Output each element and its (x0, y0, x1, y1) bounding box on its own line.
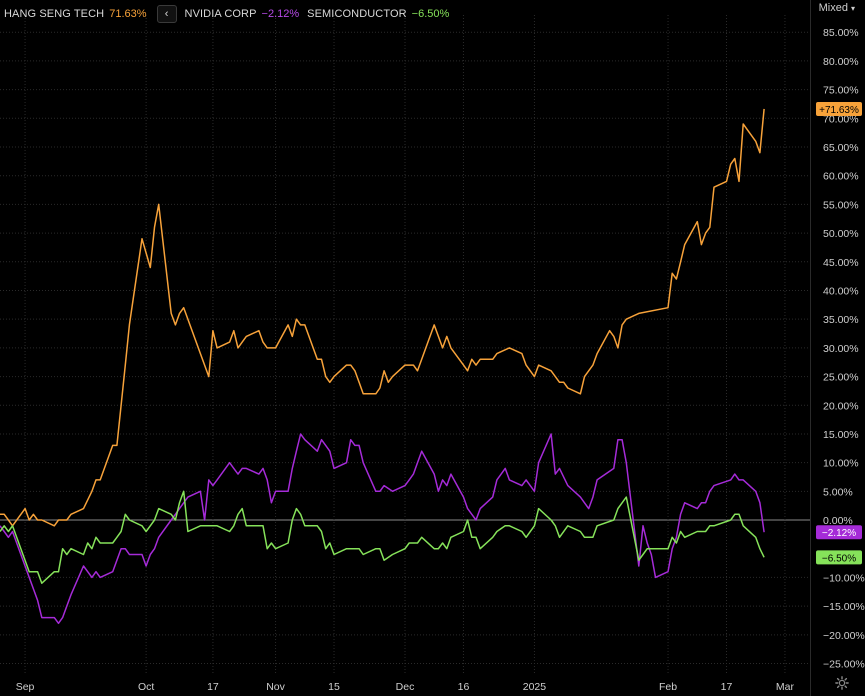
chart-legend: HANG SENG TECH 71.63% ‹ NVIDIA CORP −2.1… (4, 5, 449, 23)
chart-grid (0, 0, 811, 696)
y-tick-label: 60.00% (823, 171, 859, 183)
y-tick-label: 25.00% (823, 372, 859, 384)
x-tick-label: Feb (659, 681, 677, 693)
series-lines (0, 108, 765, 625)
series-end-label: −2.12% (816, 525, 862, 540)
x-tick-label: 15 (328, 681, 340, 693)
series-end-label: −6.50% (816, 550, 862, 565)
x-tick-label: Nov (266, 681, 285, 693)
y-tick-label: 55.00% (823, 199, 859, 211)
series-line-hang-seng-tech[interactable] (0, 108, 765, 527)
series-end-label: +71.63% (816, 101, 862, 116)
legend-value: −2.12% (261, 8, 300, 20)
x-tick-label: Sep (16, 681, 35, 693)
y-tick-label: 80.00% (823, 56, 859, 68)
gear-icon[interactable] (835, 676, 849, 690)
x-axis: Sep Oct 17 Nov 15 Dec 16 2025 Feb 17 Mar (16, 681, 795, 693)
y-tick-label: 15.00% (823, 429, 859, 441)
legend-name: NVIDIA CORP (184, 8, 257, 20)
y-tick-label: 10.00% (823, 458, 859, 470)
y-tick-label: −25.00% (823, 659, 865, 671)
y-tick-label: 5.00% (823, 486, 853, 498)
y-tick-label: 20.00% (823, 400, 859, 412)
y-tick-label: −15.00% (823, 601, 865, 613)
chevron-down-icon: ▾ (850, 4, 855, 13)
y-tick-label: 0.00% (823, 515, 853, 527)
x-tick-label: Dec (396, 681, 415, 693)
x-tick-label: 17 (207, 681, 219, 693)
y-axis: 85.00% 80.00% 75.00% 70.00% 65.00% 60.00% 55.0… (823, 27, 865, 670)
svg-text:−2.12%: −2.12% (822, 528, 856, 539)
x-tick-label: Oct (138, 681, 154, 693)
legend-item-semiconductor[interactable]: SEMICONDUCTOR −6.50% (307, 8, 449, 20)
legend-name: HANG SENG TECH (4, 8, 105, 20)
y-tick-label: 70.00% (823, 113, 859, 125)
y-tick-label: 85.00% (823, 27, 859, 39)
legend-value: −6.50% (411, 8, 450, 20)
x-tick-label: 2025 (523, 681, 547, 693)
svg-text:+71.63%: +71.63% (819, 105, 859, 116)
x-tick-label: Mar (776, 681, 795, 693)
legend-value: 71.63% (109, 8, 147, 20)
x-tick-label: 17 (721, 681, 733, 693)
series-end-labels: +71.63% −2.12% −6.50% (816, 101, 862, 565)
y-tick-label: −20.00% (823, 630, 865, 642)
svg-text:−6.50%: −6.50% (822, 553, 856, 564)
y-tick-label: 65.00% (823, 142, 859, 154)
y-tick-label: 30.00% (823, 343, 859, 355)
legend-item-nvidia-corp[interactable]: NVIDIA CORP −2.12% (185, 8, 300, 20)
legend-name: SEMICONDUCTOR (307, 8, 407, 20)
y-tick-label: 75.00% (823, 85, 859, 97)
y-tick-label: 35.00% (823, 314, 859, 326)
y-tick-label: −10.00% (823, 572, 865, 584)
series-line-nvidia-corp[interactable] (0, 433, 765, 625)
scale-mode-label: Mixed (818, 2, 848, 14)
x-tick-label: 16 (458, 681, 470, 693)
legend-item-hang-seng-tech[interactable]: HANG SENG TECH 71.63% (4, 8, 147, 20)
scale-mode-dropdown[interactable]: Mixed ▾ (819, 2, 855, 14)
y-tick-label: 40.00% (823, 285, 859, 297)
chevron-left-icon[interactable]: ‹ (156, 5, 177, 23)
y-tick-label: 45.00% (823, 257, 859, 269)
series-line-semiconductor[interactable] (0, 490, 765, 584)
y-tick-label: 50.00% (823, 228, 859, 240)
